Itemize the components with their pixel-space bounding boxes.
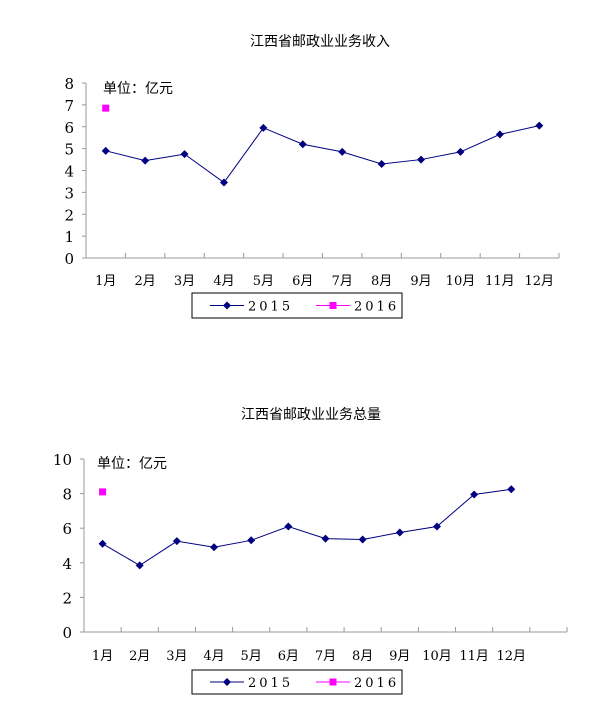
data-point-2015 [338, 147, 347, 156]
x-tick-label: 4月 [213, 274, 234, 289]
legend-label-2016: 2016 [354, 676, 399, 691]
data-point-2015 [210, 543, 219, 552]
data-point-2015 [417, 155, 426, 164]
legend-label-2015: 2015 [248, 676, 293, 691]
y-tick-label: 7 [64, 97, 74, 115]
data-point-2015 [135, 561, 144, 570]
unit-label: 单位：亿元 [97, 456, 167, 472]
x-tick-label: 9月 [389, 649, 410, 664]
chart-title: 江西省邮政业业务总量 [241, 407, 381, 423]
x-tick-label: 5月 [241, 649, 262, 664]
data-point-2015 [98, 539, 107, 548]
data-point-2015 [377, 159, 386, 168]
y-tick-label: 4 [64, 163, 74, 181]
x-tick-label: 8月 [352, 649, 373, 664]
legend-marker-2016 [329, 678, 337, 686]
legend-marker-2015 [223, 301, 231, 310]
x-tick-label: 6月 [292, 274, 313, 289]
data-point-2015 [180, 150, 189, 159]
y-tick-label: 0 [62, 624, 72, 642]
x-tick-label: 11月 [485, 274, 515, 289]
x-tick-label: 5月 [253, 274, 274, 289]
data-point-2015 [141, 156, 150, 165]
x-tick-label: 8月 [371, 274, 392, 289]
x-tick-label: 2月 [129, 649, 150, 664]
x-tick-label: 4月 [203, 649, 224, 664]
data-point-2015 [470, 490, 479, 499]
y-tick-label: 10 [53, 451, 72, 469]
data-point-2015 [395, 528, 404, 537]
y-tick-label: 3 [64, 184, 74, 202]
data-point-2015 [298, 140, 307, 149]
data-point-2015 [247, 536, 256, 545]
data-point-2015 [456, 147, 465, 156]
y-tick-label: 6 [64, 119, 74, 137]
legend-label-2016: 2016 [354, 300, 399, 315]
data-point-2015 [284, 522, 293, 531]
data-point-2016 [102, 104, 110, 112]
data-point-2015 [259, 123, 268, 132]
y-tick-label: 1 [64, 228, 74, 246]
data-point-2015 [495, 130, 504, 139]
y-tick-label: 5 [64, 141, 74, 159]
series-line-2015 [105, 125, 540, 184]
legend-label-2015: 2015 [248, 300, 293, 315]
x-tick-label: 2月 [134, 274, 155, 289]
data-point-2016 [99, 488, 107, 496]
y-tick-label: 8 [62, 486, 72, 504]
data-point-2015 [101, 146, 110, 155]
x-tick-label: 7月 [332, 274, 353, 289]
y-tick-label: 8 [64, 75, 74, 93]
x-tick-label: 1月 [92, 649, 113, 664]
data-point-2015 [358, 535, 367, 544]
data-point-2015 [432, 522, 441, 531]
legend-marker-2015 [223, 678, 231, 686]
y-tick-label: 6 [62, 520, 72, 538]
x-tick-label: 6月 [278, 649, 299, 664]
data-point-2015 [219, 178, 228, 187]
x-tick-label: 9月 [410, 274, 431, 289]
data-point-2015 [172, 537, 181, 546]
data-point-2015 [535, 121, 544, 130]
x-tick-label: 7月 [315, 649, 336, 664]
y-tick-label: 0 [64, 250, 74, 268]
y-tick-label: 2 [62, 589, 72, 607]
x-tick-label: 3月 [174, 274, 195, 289]
x-tick-label: 10月 [446, 274, 476, 289]
unit-label: 单位：亿元 [103, 81, 173, 97]
x-tick-label: 1月 [95, 274, 116, 289]
x-tick-label: 12月 [525, 274, 555, 289]
series-line-2015 [102, 488, 512, 566]
x-tick-label: 10月 [422, 649, 452, 664]
x-tick-label: 11月 [459, 649, 489, 664]
legend-marker-2016 [329, 302, 337, 309]
y-tick-label: 2 [64, 206, 74, 224]
x-tick-label: 12月 [496, 649, 526, 664]
x-tick-label: 3月 [166, 649, 187, 664]
data-point-2015 [507, 485, 516, 494]
data-point-2015 [321, 534, 330, 543]
y-tick-label: 4 [62, 555, 72, 573]
chart-title: 江西省邮政业业务收入 [250, 34, 390, 50]
